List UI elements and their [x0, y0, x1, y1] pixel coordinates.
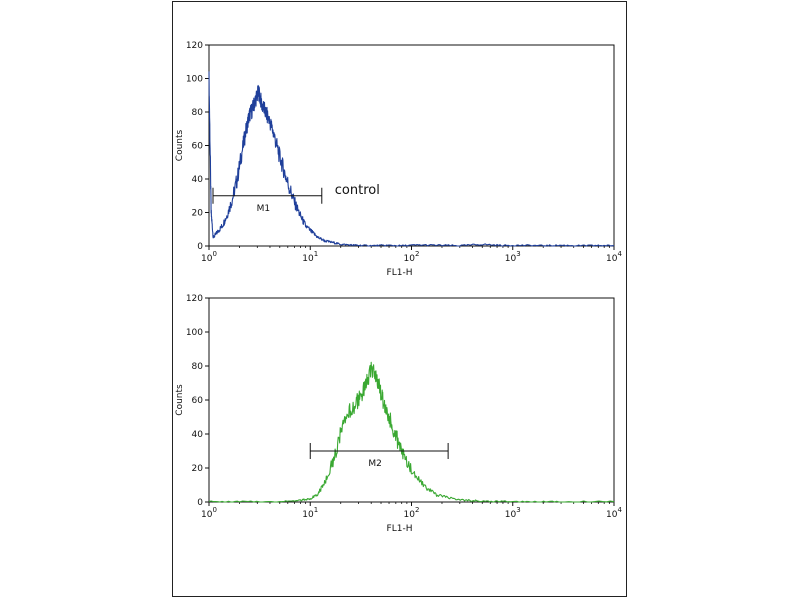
y-tick-label: 60: [192, 142, 204, 152]
annotation-label: control: [335, 183, 380, 198]
histogram-series: [208, 71, 614, 247]
x-tick-label: 103: [505, 506, 521, 520]
marker-label: M2: [368, 459, 382, 469]
figure-frame: [172, 1, 627, 597]
y-tick-label: 0: [197, 242, 203, 252]
x-axis-title: FL1-H: [387, 268, 413, 278]
plot-area: [208, 44, 615, 247]
y-tick-label: 40: [192, 430, 204, 440]
y-tick-label: 80: [192, 108, 204, 118]
x-tick-label: 104: [606, 250, 622, 264]
x-tick-label: 101: [302, 250, 318, 264]
x-tick-label: 103: [505, 250, 521, 264]
y-tick-label: 20: [192, 464, 204, 474]
y-tick-label: 80: [192, 362, 204, 372]
x-tick-label: 100: [201, 250, 217, 264]
y-tick-label: 100: [186, 328, 203, 338]
y-tick-label: 40: [192, 175, 204, 185]
histogram-panel-1: 0 20 40 60 80 100 120 100 101 102 103 104 FL1-H Count…: [175, 41, 622, 278]
x-tick-label: 102: [404, 250, 420, 264]
x-tick-label: 100: [201, 506, 217, 520]
x-tick-label: 104: [606, 506, 622, 520]
y-axis-title: Counts: [175, 384, 185, 416]
x-tick-label: 102: [404, 506, 420, 520]
y-tick-label: 100: [186, 75, 203, 85]
y-axis-title: Counts: [175, 129, 185, 161]
histogram-series: [208, 361, 615, 503]
histogram-panel-2: 0 20 40 60 80 100 120 100 101 102 103 104 FL1-H Count…: [175, 294, 622, 534]
x-axis-title: FL1-H: [387, 524, 413, 534]
marker-label: M1: [257, 204, 271, 214]
y-tick-label: 60: [192, 396, 204, 406]
y-tick-label: 0: [197, 498, 203, 508]
y-tick-label: 120: [186, 41, 203, 51]
y-tick-label: 120: [186, 294, 203, 304]
x-tick-label: 101: [302, 506, 318, 520]
y-tick-label: 20: [192, 209, 204, 219]
